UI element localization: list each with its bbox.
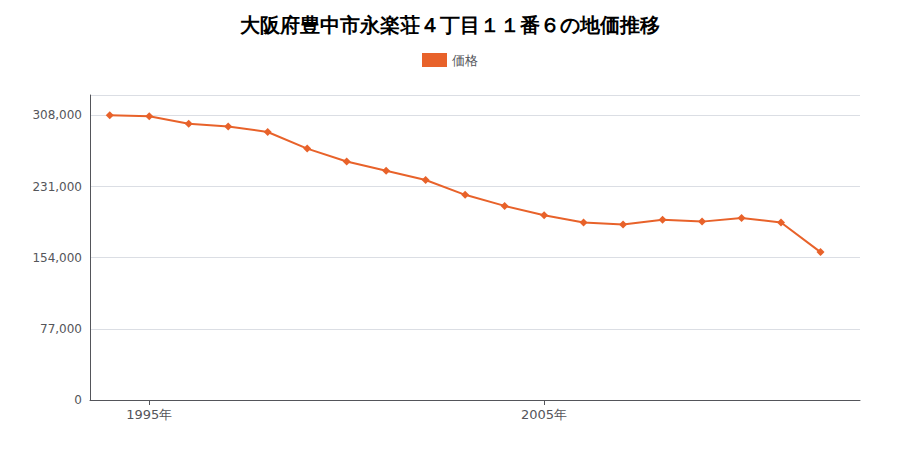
svg-text:0: 0 (74, 393, 82, 407)
svg-text:価格: 価格 (452, 53, 478, 68)
svg-text:308,000: 308,000 (32, 108, 82, 122)
svg-text:231,000: 231,000 (32, 180, 82, 194)
svg-text:1995年: 1995年 (126, 407, 172, 422)
svg-text:大阪府豊中市永楽荘４丁目１１番６の地価推移: 大阪府豊中市永楽荘４丁目１１番６の地価推移 (240, 13, 660, 37)
svg-text:2005年: 2005年 (521, 407, 567, 422)
svg-text:77,000: 77,000 (40, 322, 82, 336)
svg-text:154,000: 154,000 (32, 251, 82, 265)
